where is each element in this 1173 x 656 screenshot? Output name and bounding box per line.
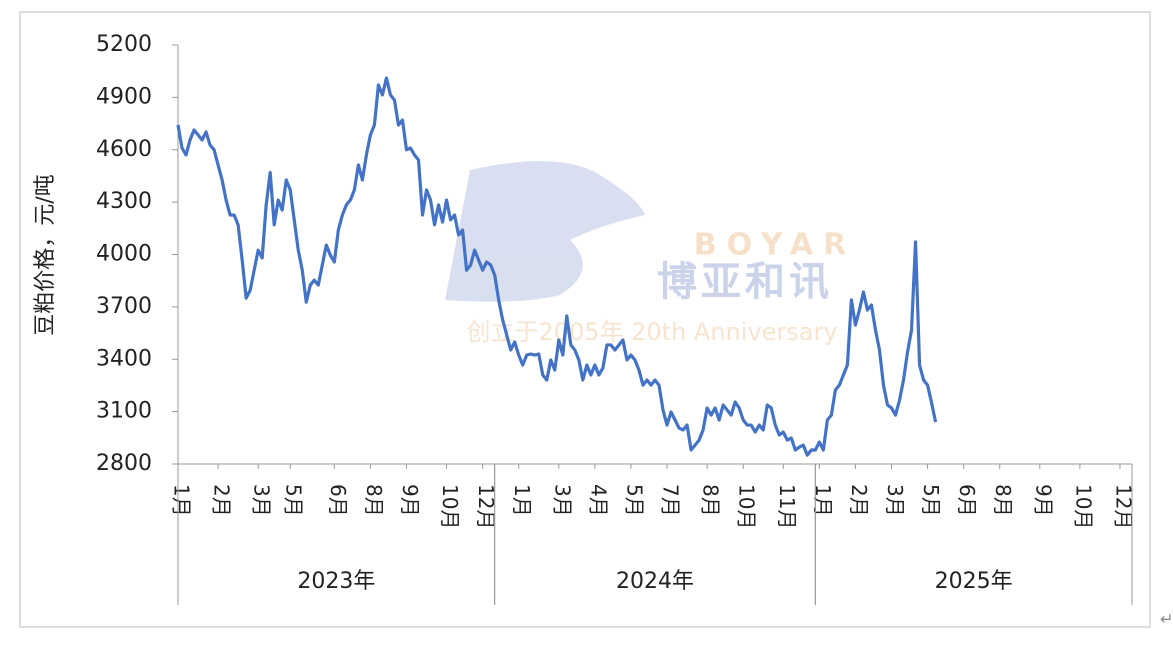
x-tick-label: 2月 xyxy=(210,484,234,517)
x-tick-label: 10月 xyxy=(735,484,759,529)
x-tick-label: 12月 xyxy=(474,484,498,529)
x-tick-label: 3月 xyxy=(550,484,574,517)
y-tick-label: 4900 xyxy=(96,84,152,109)
y-tick-label: 3100 xyxy=(96,399,152,424)
x-tick-label: 3月 xyxy=(250,484,274,517)
y-tick-label: 3400 xyxy=(96,346,152,371)
x-tick-label: 10月 xyxy=(1071,484,1095,529)
y-tick-label: 2800 xyxy=(96,451,152,476)
x-tick-label: 11月 xyxy=(775,484,799,529)
chart-border xyxy=(19,11,1151,628)
watermark-logo xyxy=(445,161,645,302)
x-group-label: 2024年 xyxy=(616,569,694,594)
y-tick-label: 4600 xyxy=(96,137,152,162)
y-tick-label: 4000 xyxy=(96,242,152,267)
x-tick-label: 9月 xyxy=(398,484,422,517)
y-axis-label: 豆粕价格，元/吨 xyxy=(33,174,58,335)
x-tick-label: 8月 xyxy=(699,484,723,517)
x-group-label: 2025年 xyxy=(935,569,1013,594)
x-tick-label: 10月 xyxy=(438,484,462,529)
x-tick-label: 5月 xyxy=(622,484,646,517)
watermark-en: BOYAR xyxy=(694,228,856,263)
x-group-label: 2023年 xyxy=(297,569,375,594)
x-tick-label: 12月 xyxy=(1111,484,1135,529)
x-tick-label: 8月 xyxy=(991,484,1015,517)
x-tick-label: 1月 xyxy=(811,484,835,517)
x-tick-label: 6月 xyxy=(326,484,350,517)
x-tick-label: 6月 xyxy=(955,484,979,517)
y-tick-label: 5200 xyxy=(96,32,152,57)
y-tick-label: 4300 xyxy=(96,189,152,214)
x-tick-label: 7月 xyxy=(659,484,683,517)
x-tick-label: 5月 xyxy=(919,484,943,517)
x-tick-label: 5月 xyxy=(282,484,306,517)
paragraph-mark: ↵ xyxy=(1160,610,1173,629)
watermark-slogan: 创立于2005年 20th Anniversary xyxy=(466,318,837,346)
x-tick-label: 4月 xyxy=(586,484,610,517)
data-line xyxy=(176,76,938,457)
watermark: BOYAR 博亚和讯 创立于2005年 20th Anniversary xyxy=(445,161,856,346)
x-tick-label: 3月 xyxy=(883,484,907,517)
x-tick-label: 2月 xyxy=(847,484,871,517)
x-tick-label: 9月 xyxy=(1031,484,1055,517)
watermark-cn: 博亚和讯 xyxy=(657,259,833,305)
y-tick-label: 3700 xyxy=(96,294,152,319)
x-tick-label: 1月 xyxy=(510,484,534,517)
x-tick-label: 8月 xyxy=(362,484,386,517)
x-tick-label: 1月 xyxy=(170,484,194,517)
